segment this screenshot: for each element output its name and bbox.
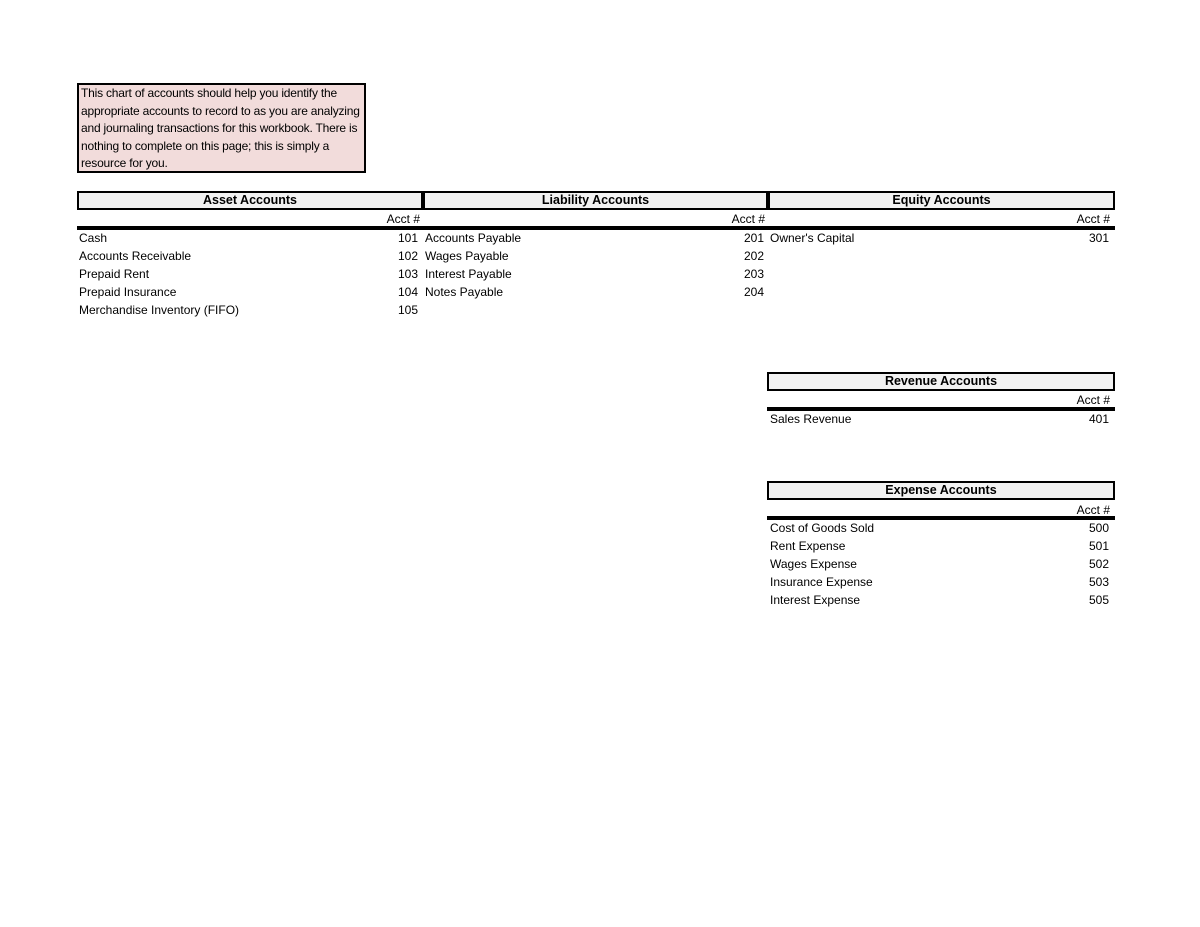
account-number: 502 xyxy=(1088,557,1109,571)
asset-acct-label: Acct # xyxy=(386,212,420,226)
account-number: 203 xyxy=(743,267,764,281)
equity-accounts-list: Owner's Capital 301 xyxy=(770,229,1112,247)
account-name: Cost of Goods Sold xyxy=(770,521,875,535)
account-row: Accounts Receivable 102 xyxy=(79,247,421,265)
header-divider xyxy=(77,226,1115,230)
revenue-accounts-list: Sales Revenue 401 xyxy=(770,410,1112,428)
account-number: 202 xyxy=(743,249,764,263)
expense-accounts-header: Expense Accounts xyxy=(767,481,1115,500)
account-name: Sales Revenue xyxy=(770,412,852,426)
account-row: Accounts Payable 201 xyxy=(425,229,767,247)
account-number: 500 xyxy=(1088,521,1109,535)
equity-acct-label: Acct # xyxy=(1076,212,1110,226)
account-name: Prepaid Insurance xyxy=(79,285,177,299)
account-name: Wages Payable xyxy=(425,249,509,263)
account-row: Rent Expense 501 xyxy=(770,537,1112,555)
revenue-divider xyxy=(767,407,1115,411)
asset-accounts-header: Asset Accounts xyxy=(77,191,423,210)
account-row: Merchandise Inventory (FIFO) 105 xyxy=(79,301,421,319)
account-name: Interest Expense xyxy=(770,593,861,607)
instructions-note: This chart of accounts should help you i… xyxy=(77,83,366,173)
account-name: Prepaid Rent xyxy=(79,267,150,281)
liability-accounts-list: Accounts Payable 201 Wages Payable 202 Inter… xyxy=(425,229,767,301)
account-number: 505 xyxy=(1088,593,1109,607)
account-number: 204 xyxy=(743,285,764,299)
equity-accounts-header: Equity Accounts xyxy=(768,191,1115,210)
account-row: Owner's Capital 301 xyxy=(770,229,1112,247)
account-name: Insurance Expense xyxy=(770,575,873,589)
account-row: Insurance Expense 503 xyxy=(770,573,1112,591)
liability-acct-label: Acct # xyxy=(731,212,765,226)
account-number: 101 xyxy=(397,231,418,245)
account-name: Accounts Payable xyxy=(425,231,522,245)
expense-divider xyxy=(767,516,1115,520)
account-number: 501 xyxy=(1088,539,1109,553)
account-row: Prepaid Rent 103 xyxy=(79,265,421,283)
revenue-acct-label: Acct # xyxy=(1076,393,1110,407)
account-name: Cash xyxy=(79,231,108,245)
account-number: 104 xyxy=(397,285,418,299)
asset-accounts-list: Cash 101 Accounts Receivable 102 Prepaid Ren… xyxy=(79,229,421,319)
account-name: Merchandise Inventory (FIFO) xyxy=(79,303,240,317)
account-row: Sales Revenue 401 xyxy=(770,410,1112,428)
expense-acct-label: Acct # xyxy=(1076,503,1110,517)
expense-accounts-list: Cost of Goods Sold 500 Rent Expense 501 Wage… xyxy=(770,519,1112,609)
account-number: 401 xyxy=(1088,412,1109,426)
account-row: Prepaid Insurance 104 xyxy=(79,283,421,301)
revenue-accounts-header: Revenue Accounts xyxy=(767,372,1115,391)
account-name: Interest Payable xyxy=(425,267,512,281)
account-name: Rent Expense xyxy=(770,539,846,553)
account-name: Accounts Receivable xyxy=(79,249,192,263)
account-number: 102 xyxy=(397,249,418,263)
account-row: Interest Expense 505 xyxy=(770,591,1112,609)
account-name: Wages Expense xyxy=(770,557,857,571)
account-row: Wages Payable 202 xyxy=(425,247,767,265)
liability-accounts-header: Liability Accounts xyxy=(423,191,768,210)
account-row: Cost of Goods Sold 500 xyxy=(770,519,1112,537)
account-row: Notes Payable 204 xyxy=(425,283,767,301)
account-number: 105 xyxy=(397,303,418,317)
account-row: Cash 101 xyxy=(79,229,421,247)
account-number: 201 xyxy=(743,231,764,245)
account-name: Notes Payable xyxy=(425,285,504,299)
account-number: 301 xyxy=(1088,231,1109,245)
account-name: Owner's Capital xyxy=(770,231,855,245)
account-number: 103 xyxy=(397,267,418,281)
account-number: 503 xyxy=(1088,575,1109,589)
account-row: Interest Payable 203 xyxy=(425,265,767,283)
account-row: Wages Expense 502 xyxy=(770,555,1112,573)
